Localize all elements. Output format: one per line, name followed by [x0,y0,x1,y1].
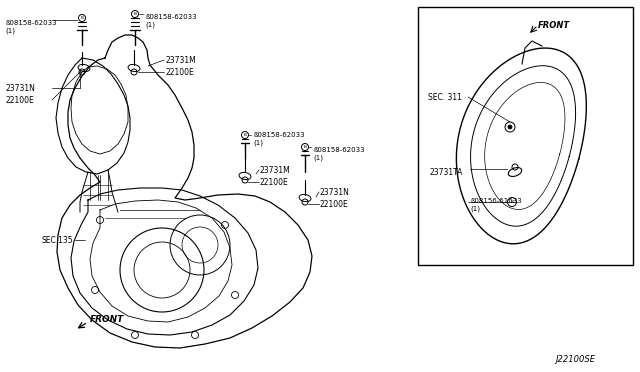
Text: ß08156-61633
(1): ß08156-61633 (1) [470,198,522,212]
Text: 22100E: 22100E [320,199,349,208]
Text: 23731M: 23731M [165,55,196,64]
Text: ß08158-62033
(1): ß08158-62033 (1) [5,20,56,34]
Text: SEC. 311: SEC. 311 [428,93,462,102]
Circle shape [508,125,512,129]
Text: FRONT: FRONT [90,315,124,324]
Text: 23731N: 23731N [320,187,350,196]
Text: J22100SE: J22100SE [555,355,595,364]
Text: 23731N: 23731N [5,83,35,93]
Text: 23731M: 23731M [260,166,291,174]
Text: B: B [511,200,513,204]
Text: 22100E: 22100E [165,67,194,77]
Text: B: B [134,12,136,16]
Text: B: B [81,16,83,20]
Bar [418,7,633,265]
Text: 22100E: 22100E [260,177,289,186]
Text: ß08158-62033
(1): ß08158-62033 (1) [313,147,365,161]
Text: B: B [303,145,307,149]
Text: B: B [243,133,246,137]
Text: SEC.135: SEC.135 [42,235,74,244]
Text: ß08158-62033
(1): ß08158-62033 (1) [253,132,305,146]
Text: 23731TA: 23731TA [430,167,463,176]
Text: ß08158-62033
(1): ß08158-62033 (1) [145,14,196,28]
Text: 22100E: 22100E [5,96,34,105]
Text: FRONT: FRONT [538,20,570,29]
